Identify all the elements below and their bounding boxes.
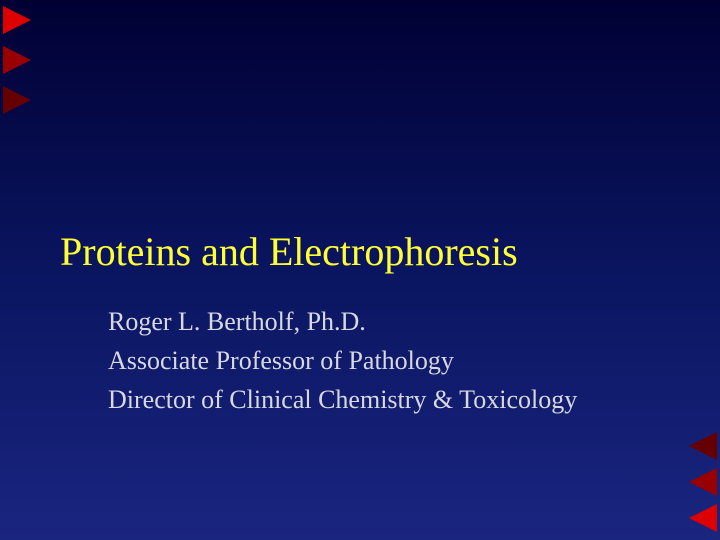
- slide-subtitle: Roger L. Bertholf, Ph.D. Associate Profe…: [108, 302, 577, 419]
- decor-triangle-top-3: [3, 86, 31, 114]
- decor-triangle-bottom-2: [689, 468, 717, 496]
- subtitle-line-2: Associate Professor of Pathology: [108, 341, 577, 380]
- subtitle-line-3: Director of Clinical Chemistry & Toxicol…: [108, 380, 577, 419]
- presentation-slide: Proteins and Electrophoresis Roger L. Be…: [0, 0, 720, 540]
- slide-title: Proteins and Electrophoresis: [60, 228, 518, 275]
- subtitle-line-1: Roger L. Bertholf, Ph.D.: [108, 302, 577, 341]
- decor-triangle-top-1: [3, 6, 31, 34]
- decor-triangle-bottom-1: [689, 432, 717, 460]
- decor-triangle-top-2: [3, 46, 31, 74]
- decor-triangle-bottom-3: [689, 504, 717, 532]
